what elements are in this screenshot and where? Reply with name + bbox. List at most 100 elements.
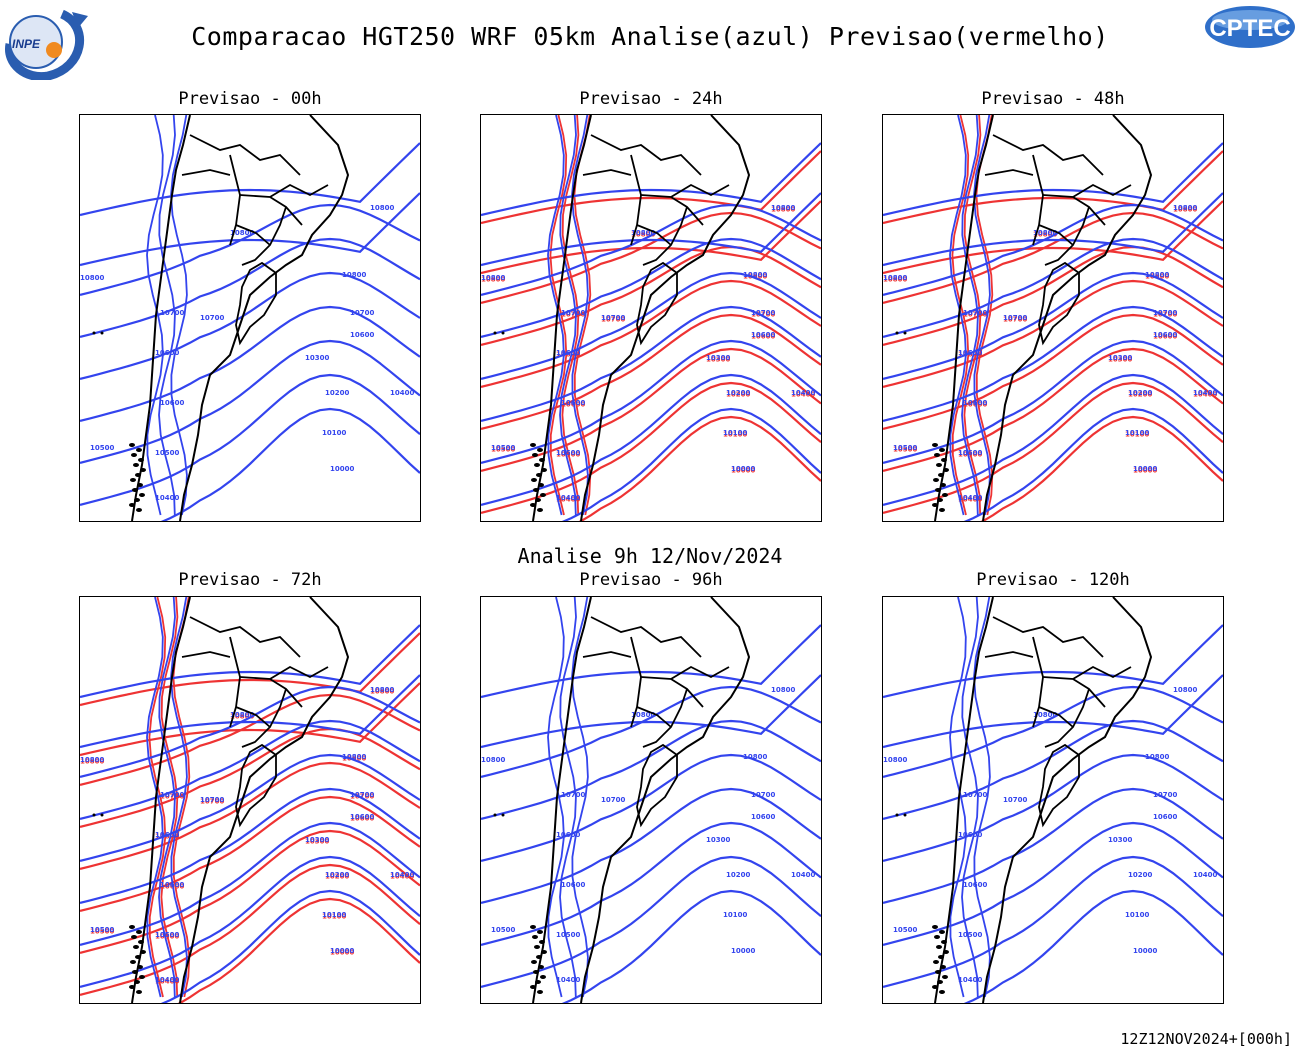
contour-label: 10000 <box>1133 467 1157 475</box>
contour-line <box>481 855 821 988</box>
contour-label: 10800 <box>1033 229 1057 237</box>
island <box>935 970 941 974</box>
analysis-contours: 10800 10800 10800 10800 10700 10700 10700 10600… <box>883 115 1223 521</box>
contour-label: 10500 <box>155 449 179 457</box>
island <box>139 493 145 497</box>
analysis-contours: 10800 10800 10800 10800 10700 10700 10700 10600… <box>481 597 821 1003</box>
island <box>541 950 547 954</box>
island <box>138 940 144 944</box>
contour-line <box>481 271 821 380</box>
contour-line <box>481 211 821 304</box>
contour-line <box>883 237 1223 338</box>
contour-label: 10800 <box>771 204 795 212</box>
coast-line <box>580 597 751 1003</box>
contour-label: 10800 <box>1145 271 1169 279</box>
forecast-contours: 10800 10800 10800 10800 10700 10700 10700 10600… <box>481 115 821 521</box>
contour-label: 10600 <box>1153 813 1177 821</box>
contour-label: 10300 <box>1108 356 1132 364</box>
contour-label: 10200 <box>726 389 750 397</box>
contour-label: 10100 <box>1125 429 1149 437</box>
lagoon-outline <box>1038 261 1080 346</box>
border-line <box>1042 194 1106 226</box>
contour-line <box>481 142 821 217</box>
border-line <box>229 636 241 728</box>
contour-line <box>973 115 991 516</box>
contour-line <box>80 192 420 267</box>
island <box>895 813 899 817</box>
coastline <box>895 115 1153 521</box>
contour-line <box>961 115 979 516</box>
island <box>129 503 135 507</box>
contour-line <box>481 624 821 699</box>
contour-label: 10700 <box>1153 791 1177 799</box>
contour-label: 10500 <box>893 446 917 454</box>
contour-label: 10300 <box>706 356 730 364</box>
contour-label: 10800 <box>80 274 104 282</box>
contour-label: 10300 <box>1108 836 1132 844</box>
island <box>139 975 145 979</box>
contour-label: 10100 <box>723 431 747 439</box>
analysis-contours: 10800 10800 10800 10800 10700 10700 10700 10600… <box>80 115 420 521</box>
contour-label: 10800 <box>342 271 366 279</box>
contour-label: 10400 <box>791 871 815 879</box>
border-line <box>189 134 301 176</box>
contour-line <box>559 597 577 998</box>
coastline <box>895 597 1153 1003</box>
contour-line <box>561 407 821 521</box>
contour-line <box>883 305 1223 422</box>
contour-label: 10800 <box>743 271 767 279</box>
island <box>541 468 547 472</box>
contour-line <box>481 787 821 904</box>
island <box>538 483 544 487</box>
coast-line <box>131 115 191 521</box>
contour-line <box>883 271 1223 380</box>
island <box>136 508 142 512</box>
contour-label: 10400 <box>556 494 580 502</box>
island <box>530 503 536 507</box>
island <box>932 985 938 989</box>
contour-label: 10700 <box>601 316 625 324</box>
contour-label: 10700 <box>200 314 224 322</box>
island <box>903 331 907 335</box>
island <box>132 970 138 974</box>
contour-label: 10800 <box>1033 231 1057 239</box>
border-line <box>984 169 1034 176</box>
panel-title-24h: Previsao - 24h <box>579 89 723 109</box>
contour-label: 10600 <box>556 349 580 357</box>
contour-label: 10200 <box>1128 871 1152 879</box>
contour-label: 10400 <box>958 496 982 504</box>
contour-line <box>883 211 1223 304</box>
border-line <box>181 651 231 658</box>
panel-title-120h: Previsao - 120h <box>976 570 1130 590</box>
coastline <box>493 597 751 1003</box>
contour-label: 10600 <box>556 831 580 839</box>
island <box>933 960 939 964</box>
contour-label: 10800 <box>631 711 655 719</box>
contour-line <box>973 597 991 998</box>
island <box>934 935 940 939</box>
contour-line <box>177 897 420 1003</box>
contour-label: 10400 <box>556 496 580 504</box>
contour-label: 10600 <box>155 831 179 839</box>
map-svg: 10800 10800 10800 10800 10700 10700 10700 10600… <box>883 115 1223 521</box>
contour-label: 10200 <box>726 391 750 399</box>
island <box>533 488 539 492</box>
contour-label: 10400 <box>1193 389 1217 397</box>
island <box>932 443 938 447</box>
island <box>537 508 543 512</box>
contour-label: 10000 <box>731 467 755 475</box>
contour-line <box>481 339 821 464</box>
contour-line <box>883 347 1223 472</box>
contour-label: 10600 <box>751 813 775 821</box>
inpe-logo-text: INPE <box>12 37 41 51</box>
contour-label: 10400 <box>791 389 815 397</box>
contour-label: 10600 <box>963 881 987 889</box>
contour-line <box>547 115 565 516</box>
island <box>501 331 505 335</box>
contour-line <box>80 727 420 828</box>
border-line <box>1032 154 1044 246</box>
contour-label: 10600 <box>751 331 775 339</box>
island <box>134 498 140 502</box>
page-title: Comparacao HGT250 WRF 05km Analise(azul)… <box>191 22 1109 51</box>
contour-line <box>883 685 1223 778</box>
